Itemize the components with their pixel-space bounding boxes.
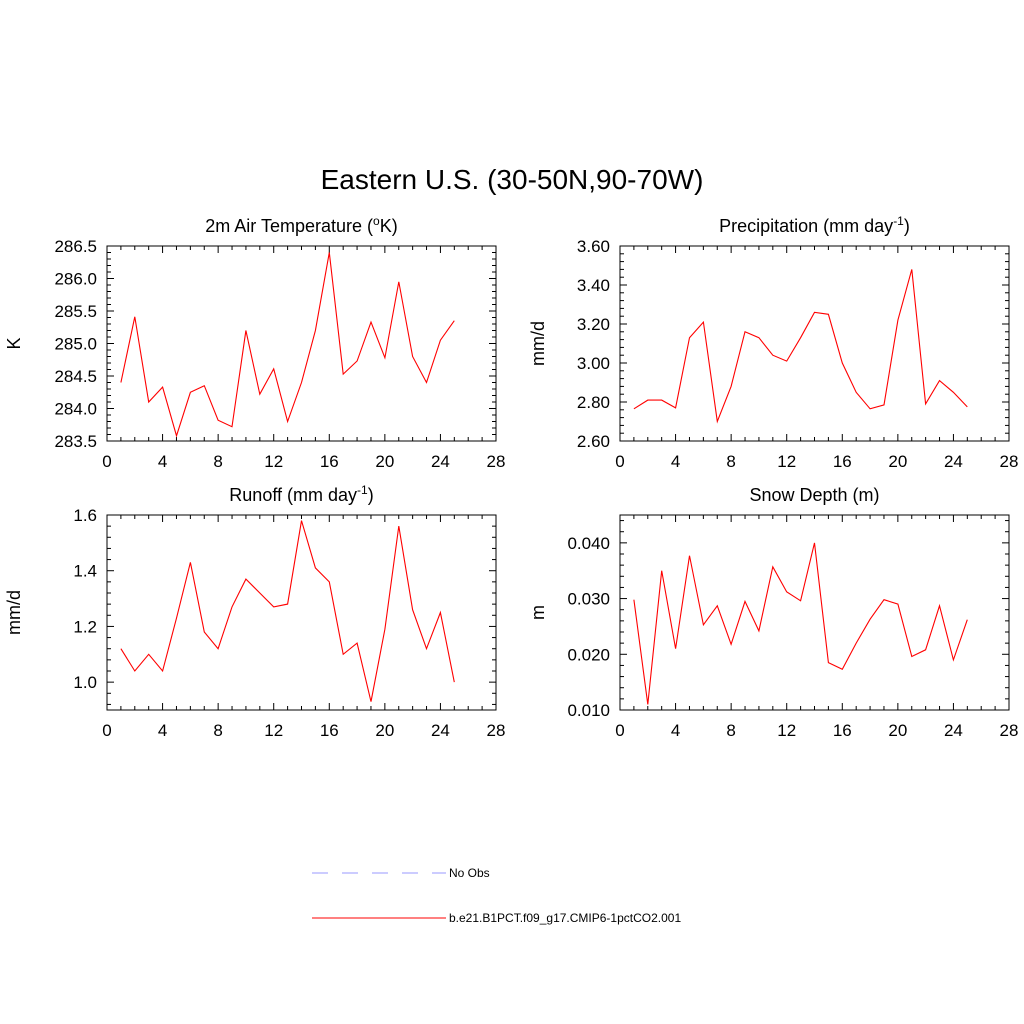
x-tick-label: 12 [264, 452, 283, 471]
y-tick-label: 1.2 [73, 617, 97, 636]
y-tick-label: 0.010 [567, 701, 610, 720]
y-axis-label: mm/d [4, 590, 24, 635]
x-tick-label: 20 [888, 721, 907, 740]
x-tick-label: 4 [671, 721, 680, 740]
plot-frame [106, 245, 497, 442]
y-tick-label: 3.00 [577, 354, 610, 373]
y-tick-label: 283.5 [54, 432, 97, 451]
y-tick-label: 3.40 [577, 276, 610, 295]
x-tick-label: 24 [944, 721, 963, 740]
y-tick-label: 2.80 [577, 393, 610, 412]
y-tick-label: 1.0 [73, 673, 97, 692]
x-tick-label: 16 [833, 452, 852, 471]
panel-title: Precipitation (mm day-1) [719, 214, 910, 236]
y-tick-label: 0.020 [567, 645, 610, 664]
x-tick-label: 24 [431, 721, 450, 740]
x-tick-label: 16 [320, 452, 339, 471]
x-tick-label: 12 [777, 721, 796, 740]
y-tick-label: 286.0 [54, 270, 97, 289]
series-line-1 [120, 520, 455, 702]
y-axis-label: K [4, 337, 24, 349]
x-tick-label: 24 [431, 452, 450, 471]
y-tick-label: 3.60 [577, 237, 610, 256]
x-tick-label: 16 [833, 721, 852, 740]
x-tick-label: 4 [158, 721, 167, 740]
x-tick-label: 28 [1000, 721, 1019, 740]
x-tick-label: 8 [726, 721, 735, 740]
x-tick-label: 0 [102, 452, 111, 471]
x-tick-label: 20 [375, 452, 394, 471]
y-tick-label: 1.6 [73, 506, 97, 525]
series-line-1 [633, 542, 968, 705]
x-tick-label: 16 [320, 721, 339, 740]
panel-1: 0 4 8 12 16 20 24 28 283.5 284.0 284.5 285.0 285.5 28… [4, 214, 505, 471]
y-tick-label: 2.60 [577, 432, 610, 451]
y-tick-label: 286.5 [54, 237, 97, 256]
x-tick-label: 4 [671, 452, 680, 471]
series-line-1 [633, 269, 968, 424]
plot-frame [106, 514, 497, 711]
legend-label-1: No Obs [449, 866, 490, 880]
panel-title: Snow Depth (m) [749, 485, 879, 505]
main-title: Eastern U.S. (30-50N,90-70W) [320, 164, 704, 195]
legend-label-2: b.e21.B1PCT.f09_g17.CMIP6-1pctCO2.001 [449, 911, 681, 925]
y-tick-label: 285.0 [54, 335, 97, 354]
x-tick-label: 0 [102, 721, 111, 740]
y-axis-label: mm/d [528, 321, 548, 366]
y-tick-label: 284.5 [54, 367, 97, 386]
x-tick-label: 4 [158, 452, 167, 471]
panel-2: 0 4 8 12 16 20 24 28 2.60 2.80 3.00 3.20 3.40 3.60 mm/… [528, 214, 1018, 471]
x-tick-label: 12 [264, 721, 283, 740]
y-tick-label: 284.0 [54, 400, 97, 419]
x-tick-label: 12 [777, 452, 796, 471]
x-tick-label: 28 [487, 452, 506, 471]
y-axis-label: m [528, 605, 548, 620]
panel-title: 2m Air Temperature (oK) [205, 214, 397, 236]
y-tick-label: 285.5 [54, 302, 97, 321]
y-tick-label: 3.20 [577, 315, 610, 334]
x-tick-label: 0 [615, 452, 624, 471]
panels: 0 4 8 12 16 20 24 28 283.5 284.0 284.5 285.0 285.5 28… [4, 214, 1018, 740]
panel-4: 0 4 8 12 16 20 24 28 0.010 0.020 0.030 0.040 m Snow D… [528, 485, 1018, 740]
x-tick-label: 0 [615, 721, 624, 740]
y-tick-label: 1.4 [73, 562, 97, 581]
y-tick-label: 0.030 [567, 590, 610, 609]
x-tick-label: 20 [888, 452, 907, 471]
x-tick-label: 8 [213, 452, 222, 471]
series-line-1 [120, 252, 455, 438]
panel-3: 0 4 8 12 16 20 24 28 1.0 1.2 1.4 1.6 mm/d Runoff (mm … [4, 483, 505, 740]
x-tick-label: 28 [487, 721, 506, 740]
y-tick-label: 0.040 [567, 534, 610, 553]
x-tick-label: 8 [726, 452, 735, 471]
plot-frame [619, 245, 1010, 442]
x-tick-label: 24 [944, 452, 963, 471]
x-tick-label: 20 [375, 721, 394, 740]
x-tick-label: 28 [1000, 452, 1019, 471]
panel-title: Runoff (mm day-1) [229, 483, 373, 505]
legend: No Obs b.e21.B1PCT.f09_g17.CMIP6-1pctCO2.… [312, 866, 681, 925]
x-tick-label: 8 [213, 721, 222, 740]
